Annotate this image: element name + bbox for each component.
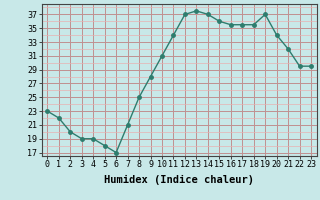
X-axis label: Humidex (Indice chaleur): Humidex (Indice chaleur) xyxy=(104,175,254,185)
